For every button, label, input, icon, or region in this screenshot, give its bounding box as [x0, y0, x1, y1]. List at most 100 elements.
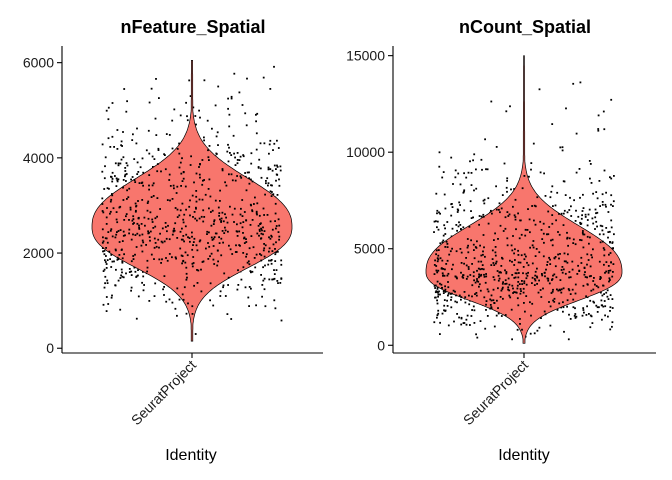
data-point — [142, 171, 145, 174]
data-point — [437, 295, 439, 298]
data-point — [131, 219, 134, 222]
data-point — [609, 294, 612, 296]
data-point — [128, 219, 130, 221]
data-point — [595, 285, 598, 287]
data-point — [132, 133, 134, 136]
data-point — [561, 271, 564, 274]
data-point — [270, 234, 273, 237]
data-point — [209, 255, 211, 258]
data-point — [243, 211, 246, 213]
data-point — [574, 317, 577, 319]
data-point — [480, 254, 483, 257]
data-point — [583, 311, 585, 314]
data-point — [463, 209, 466, 212]
data-point — [466, 246, 469, 249]
data-point — [181, 180, 184, 182]
data-point — [229, 205, 231, 208]
data-point — [475, 247, 478, 249]
data-point — [101, 210, 104, 212]
data-point — [186, 276, 188, 279]
data-point — [604, 271, 606, 274]
data-point — [248, 247, 251, 250]
data-point — [610, 177, 613, 180]
data-point — [161, 227, 164, 230]
data-point — [122, 199, 125, 201]
data-point — [168, 173, 171, 176]
data-point — [525, 283, 528, 286]
data-point — [150, 196, 153, 198]
data-point — [233, 72, 236, 75]
data-point — [121, 240, 124, 242]
data-point — [133, 158, 136, 160]
data-point — [208, 207, 210, 210]
data-point — [254, 266, 257, 269]
data-point — [111, 235, 114, 238]
data-point — [447, 286, 450, 289]
data-point — [280, 319, 283, 322]
data-point — [218, 214, 220, 217]
data-point — [592, 222, 595, 225]
data-point — [128, 271, 131, 273]
data-point — [465, 257, 467, 259]
data-point — [443, 304, 446, 307]
data-point — [270, 184, 272, 187]
data-point — [110, 176, 113, 178]
data-point — [490, 299, 493, 302]
data-point — [114, 162, 117, 165]
data-point — [606, 295, 609, 298]
data-point — [500, 289, 503, 292]
data-point — [146, 259, 149, 262]
data-point — [233, 207, 236, 210]
data-point — [507, 288, 509, 291]
data-point — [444, 227, 446, 230]
data-point — [277, 147, 280, 149]
data-point — [538, 279, 540, 282]
data-point — [436, 280, 439, 283]
data-point — [437, 312, 440, 315]
data-point — [176, 287, 179, 290]
data-point — [222, 284, 225, 287]
data-point — [510, 188, 512, 191]
data-point — [263, 247, 266, 250]
data-point — [178, 166, 181, 169]
plot-area — [425, 55, 623, 344]
data-point — [596, 306, 599, 309]
data-point — [534, 223, 537, 226]
data-point — [567, 253, 569, 256]
data-point — [477, 260, 480, 263]
data-point — [597, 114, 600, 117]
data-point — [248, 286, 251, 288]
data-point — [212, 304, 215, 307]
data-point — [543, 172, 545, 175]
data-point — [566, 261, 569, 264]
data-point — [260, 274, 262, 276]
data-point — [509, 259, 511, 262]
data-point — [236, 152, 239, 154]
data-point — [148, 152, 151, 155]
data-point — [245, 219, 247, 222]
data-point — [475, 187, 478, 190]
data-point — [251, 219, 254, 221]
data-point — [202, 209, 205, 212]
data-point — [533, 278, 536, 280]
data-point — [611, 307, 614, 309]
data-point — [437, 293, 440, 296]
data-point — [171, 119, 174, 122]
data-point — [574, 283, 577, 286]
data-point — [222, 220, 225, 223]
data-point — [609, 306, 612, 309]
data-point — [456, 277, 458, 280]
data-point — [498, 208, 500, 211]
data-point — [439, 293, 441, 296]
data-point — [128, 232, 130, 235]
data-point — [195, 200, 198, 203]
data-point — [463, 172, 465, 175]
data-point — [480, 158, 483, 161]
data-point — [530, 314, 532, 317]
data-point — [174, 256, 177, 259]
data-point — [166, 199, 169, 201]
data-point — [199, 176, 201, 179]
data-point — [609, 176, 611, 179]
data-point — [571, 268, 574, 271]
data-point — [531, 276, 534, 279]
